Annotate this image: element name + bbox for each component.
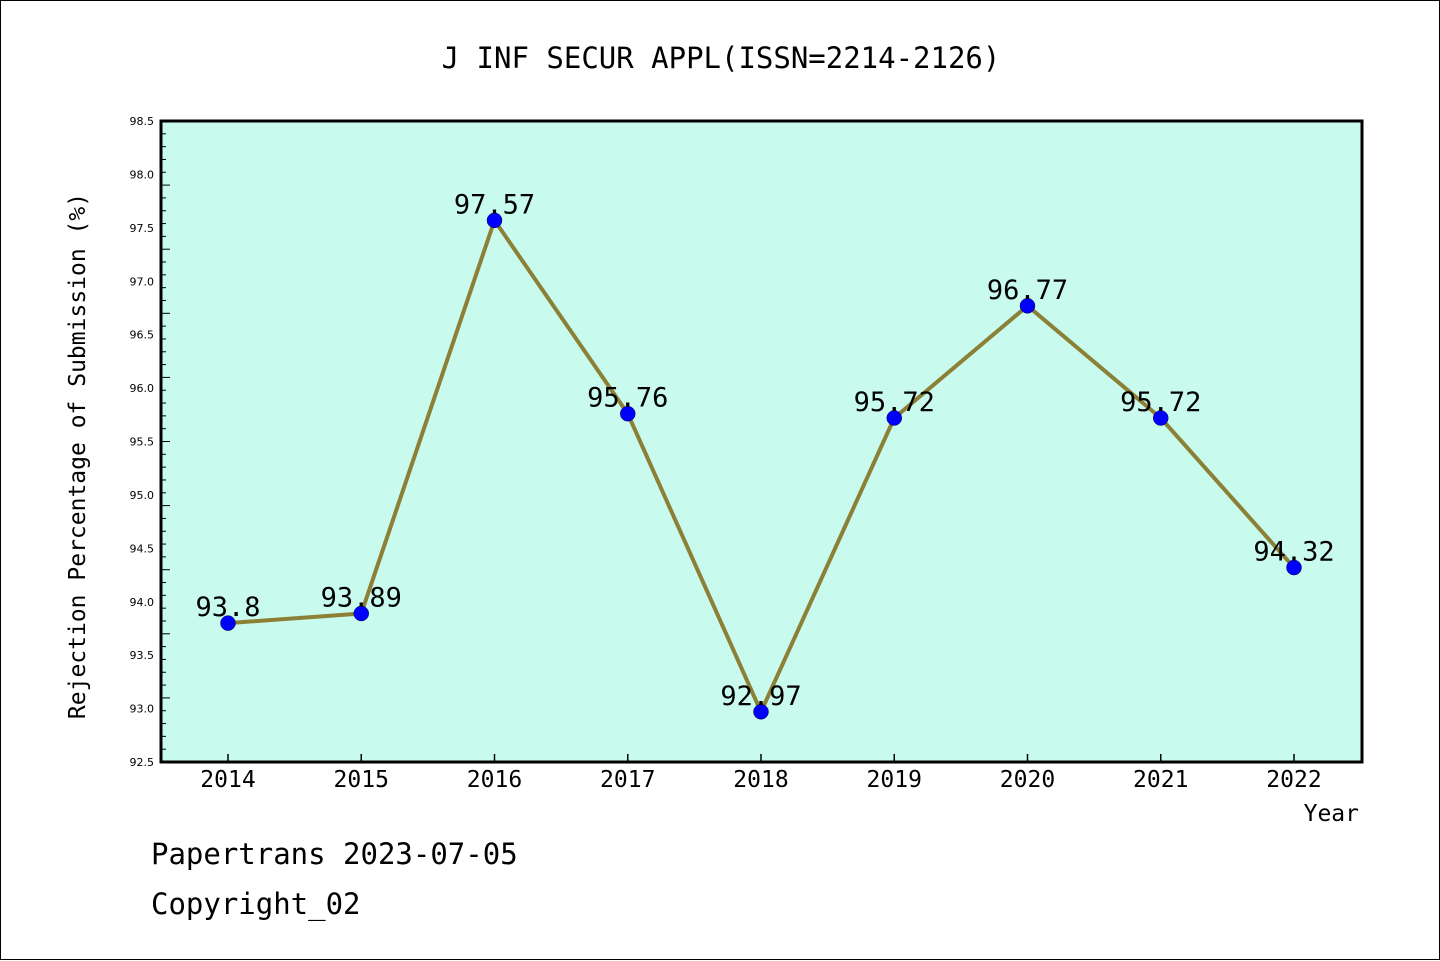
data-label: 97.57	[454, 189, 535, 220]
x-tick-label: 2020	[1000, 767, 1055, 793]
y-tick-label: 98.0	[130, 168, 155, 181]
series-layer: 93.8 93.89 97.57 95.76 92.97 95.72 96.77 95.72 9…	[195, 189, 1335, 720]
y-tick-label: 94.0	[130, 596, 155, 609]
y-tick-label: 94.5	[130, 542, 155, 555]
chart-title: J INF SECUR APPL(ISSN=2214-2126)	[442, 41, 1001, 75]
y-tick-label: 96.5	[130, 329, 155, 342]
x-tick-label: 2021	[1133, 767, 1188, 793]
x-tick-label: 2019	[867, 767, 922, 793]
footer-copyright: Copyright_02	[151, 887, 361, 922]
data-point	[486, 212, 503, 229]
data-point	[1153, 410, 1169, 426]
y-tick-label: 95.0	[130, 489, 155, 502]
y-tick-label: 92.5	[130, 756, 155, 769]
data-point	[620, 405, 636, 422]
data-label: 95.72	[854, 387, 935, 418]
data-label: 93.8	[195, 592, 260, 623]
data-point	[886, 410, 902, 426]
x-tick-label: 2017	[600, 767, 655, 793]
y-tick-label: 93.0	[130, 703, 155, 716]
data-point	[1286, 559, 1302, 576]
x-tick-label: 2015	[334, 767, 389, 793]
y-tick-label: 95.5	[130, 436, 155, 449]
data-label: 95.72	[1120, 387, 1201, 418]
y-tick-label: 98.5	[130, 115, 155, 128]
y-tick-label: 97.5	[130, 222, 155, 235]
data-label: 96.77	[987, 275, 1068, 306]
data-point	[220, 615, 236, 631]
data-label: 94.32	[1253, 537, 1334, 568]
x-tick-label: 2018	[733, 767, 788, 793]
y-axis-label: Rejection Percentage of Submission (%)	[65, 193, 91, 719]
x-tick-label: 2022	[1266, 767, 1321, 793]
data-label: 92.97	[720, 681, 801, 712]
data-point	[353, 605, 369, 622]
x-axis-label: Year	[1304, 801, 1359, 827]
data-label: 93.89	[321, 583, 402, 614]
x-tick-label: 2014	[200, 767, 255, 793]
y-tick-label: 96.0	[130, 382, 155, 395]
plot-area	[159, 119, 1364, 764]
x-tick-label: 2016	[467, 767, 522, 793]
data-point	[753, 704, 769, 720]
footer-date: Papertrans 2023-07-05	[151, 837, 518, 871]
y-axis: 92.5 93.0 93.5 94.0 94.5 95.0 95.5 96.0 96.5 97.0…	[130, 115, 170, 769]
y-tick-label: 97.0	[130, 275, 155, 288]
data-label: 95.76	[587, 383, 668, 414]
y-tick-label: 93.5	[130, 649, 155, 662]
x-axis: 2014 2015 2016 2017 2018 2019 2020 2021 2022	[200, 754, 1322, 793]
data-point	[1019, 298, 1036, 314]
